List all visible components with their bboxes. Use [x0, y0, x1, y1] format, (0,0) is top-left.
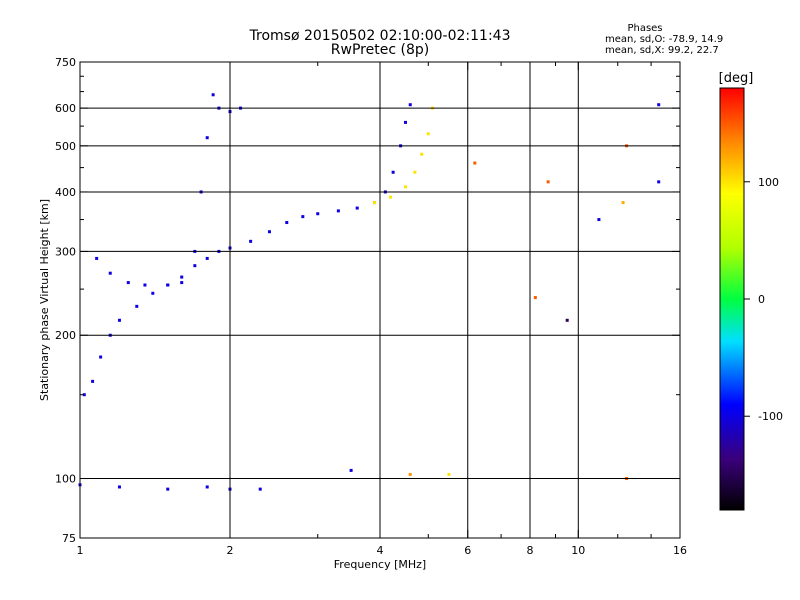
y-tick-label-3: 300	[55, 245, 76, 258]
data-point-17	[316, 212, 320, 216]
data-point-25	[408, 103, 412, 107]
data-point-58	[657, 180, 661, 184]
data-point-24	[403, 120, 407, 124]
data-point-52	[473, 161, 477, 165]
x-tick-label-0: 1	[77, 544, 84, 557]
data-point-51	[258, 487, 262, 491]
data-point-47	[117, 485, 121, 489]
y-tick-label-0: 75	[62, 532, 76, 545]
stats-heading: Phases	[627, 23, 662, 34]
data-point-30	[420, 152, 424, 156]
data-point-14	[267, 230, 271, 234]
data-point-15	[285, 221, 289, 225]
data-point-36	[143, 283, 147, 287]
colorbar-tick-label-1: 0	[758, 293, 765, 306]
data-point-54	[621, 201, 625, 205]
x-tick-label-5: 10	[571, 544, 585, 557]
data-point-5	[135, 304, 139, 308]
chart-title: Tromsø 20150502 02:10:00-02:11:43	[249, 28, 511, 44]
y-tick-label-6: 600	[55, 102, 76, 115]
x-axis-label: Frequency [MHz]	[334, 558, 426, 571]
data-point-59	[565, 318, 569, 322]
data-point-53	[546, 180, 550, 184]
grid-lines	[80, 62, 680, 538]
data-point-4	[117, 318, 121, 322]
x-tick-label-4: 8	[527, 544, 534, 557]
colorbar-ticks: 100 0 -100	[744, 176, 783, 423]
data-point-33	[95, 256, 99, 260]
y-axis-label: Stationary phase Virtual Height [km]	[38, 199, 51, 401]
data-point-35	[126, 281, 130, 285]
colorbar-tick-label-2: -100	[758, 410, 783, 423]
data-point-62	[408, 472, 412, 476]
y-tick-label-5: 500	[55, 140, 76, 153]
stats-x-mode: mean, sd,X: 99.2, 22.7	[605, 45, 719, 56]
data-point-38	[180, 281, 184, 285]
data-point-2	[99, 355, 103, 359]
data-point-60	[533, 296, 537, 300]
y-tick-label-2: 200	[55, 329, 76, 342]
y-tick-label-1: 100	[55, 473, 76, 486]
data-point-16	[301, 215, 305, 219]
stats-o-mode: mean, sd,O: -78.9, 14.9	[605, 34, 723, 45]
data-point-61	[597, 218, 601, 222]
colorbar	[719, 87, 745, 511]
data-point-57	[657, 103, 661, 107]
data-point-49	[205, 485, 209, 489]
data-point-31	[426, 132, 430, 136]
data-point-48	[166, 487, 170, 491]
colorbar-tick-label-0: 100	[758, 176, 779, 189]
data-point-9	[193, 264, 197, 268]
data-point-8	[180, 275, 184, 279]
data-point-29	[413, 170, 417, 174]
data-point-10	[205, 256, 209, 260]
x-tick-label-2: 4	[377, 544, 384, 557]
data-point-42	[211, 93, 215, 97]
data-point-18	[336, 209, 340, 213]
data-point-19	[355, 206, 359, 210]
data-point-26	[373, 201, 377, 205]
chart-subtitle: RwPretec (8p)	[331, 42, 429, 58]
data-point-27	[389, 195, 393, 199]
data-point-0	[82, 393, 86, 397]
y-tick-label-7: 750	[55, 56, 76, 69]
x-tick-label-6: 16	[673, 544, 687, 557]
y-axis-ticks: 75 100 200 300 400 500 600 750	[55, 56, 680, 545]
data-point-1	[91, 379, 95, 383]
data-point-13	[249, 239, 253, 243]
x-tick-label-3: 6	[464, 544, 471, 557]
data-point-63	[349, 468, 353, 472]
data-point-6	[151, 291, 155, 295]
colorbar-label: [deg]	[719, 71, 754, 86]
plot-marks	[78, 93, 661, 491]
data-point-37	[166, 283, 170, 287]
x-tick-label-1: 2	[227, 544, 234, 557]
data-point-28	[403, 185, 407, 189]
y-tick-label-4: 400	[55, 186, 76, 199]
x-axis-ticks: 1 2 4 6 8 10 16	[77, 62, 687, 557]
data-point-64	[447, 472, 451, 476]
data-point-22	[391, 170, 395, 174]
data-point-41	[205, 136, 209, 140]
data-point-34	[108, 271, 112, 275]
